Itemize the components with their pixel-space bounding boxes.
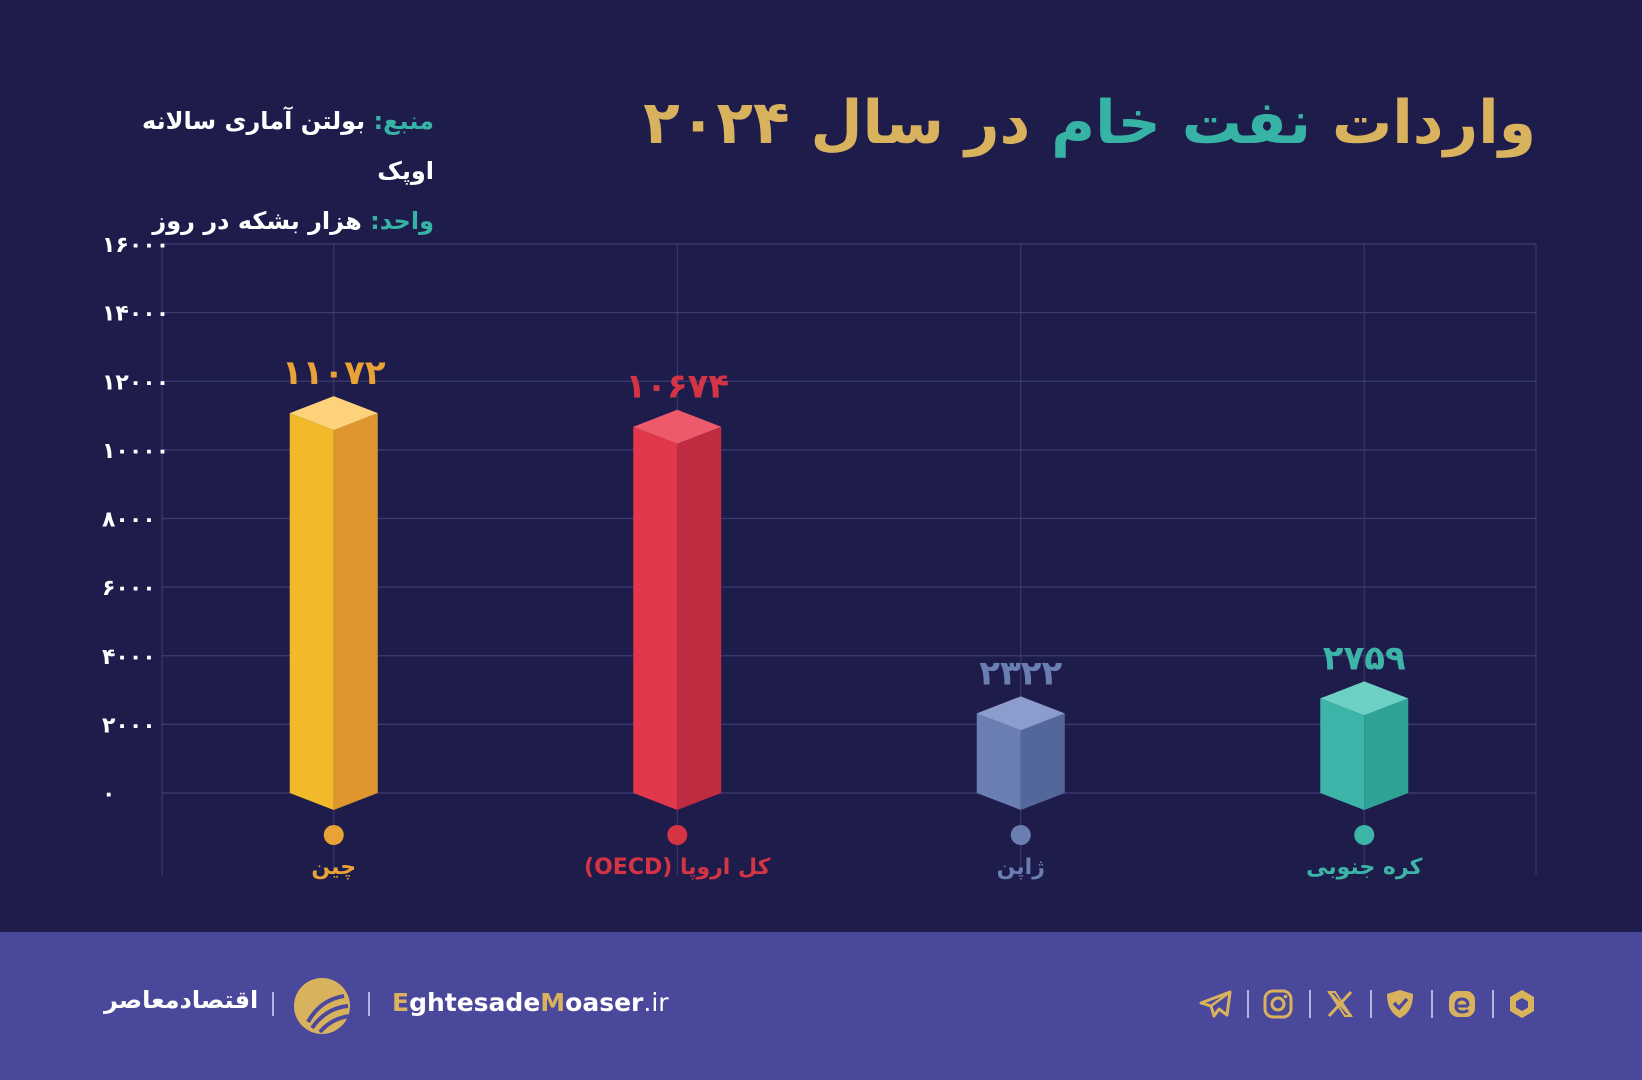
legend-dot <box>667 825 688 845</box>
bar-top <box>1320 681 1409 716</box>
unit-value: هزار بشکه در روز <box>152 207 362 235</box>
bar-top <box>633 409 722 444</box>
website-link[interactable]: EghtesadeMoaser.ir <box>392 988 669 1017</box>
data-label: ۲۳۲۲ <box>979 653 1062 693</box>
bar-face-right <box>333 413 378 810</box>
y-tick-label: ۶۰۰۰ <box>102 576 156 601</box>
source-line: منبع: بولتن آماری سالانه اوپک <box>104 96 434 196</box>
bar-face-right <box>677 426 722 810</box>
social-separator <box>1370 990 1372 1018</box>
legend-dot <box>1354 825 1375 845</box>
x-tick-label: ژاپن <box>997 855 1045 880</box>
title-part2: نفت خام <box>1051 88 1312 158</box>
social-separator <box>1492 990 1494 1018</box>
telegram-icon[interactable] <box>1196 984 1236 1024</box>
bar-top <box>289 396 378 431</box>
y-tick-label: ۰ <box>102 782 115 807</box>
x-icon[interactable] <box>1320 984 1360 1024</box>
unit-key: واحد: <box>370 207 434 235</box>
brand-name: اقتصادمعاصر <box>104 986 259 1014</box>
bar-face-right <box>1020 713 1065 810</box>
unit-line: واحد: هزار بشکه در روز <box>104 196 434 246</box>
data-label: ۱۱۰۷۲ <box>282 353 386 393</box>
y-tick-label: ۱۶۰۰۰ <box>102 233 169 258</box>
bar-face-left <box>1320 698 1365 810</box>
chart-meta: منبع: بولتن آماری سالانه اوپک واحد: هزار… <box>104 96 434 246</box>
footer-separator <box>368 992 370 1016</box>
y-tick-label: ۱۴۰۰۰ <box>102 302 169 327</box>
e-logo-icon[interactable] <box>1442 984 1482 1024</box>
source-key: منبع: <box>373 107 434 135</box>
y-tick-label: ۲۰۰۰ <box>102 713 156 738</box>
legend-dot <box>323 825 344 845</box>
social-separator <box>1309 990 1311 1018</box>
footer: اقتصادمعاصر EghtesadeMoaser.ir <box>0 932 1642 1080</box>
shield-check-icon[interactable] <box>1380 984 1420 1024</box>
chart-title: واردات نفت خام در سال ۲۰۲۴ <box>643 88 1536 158</box>
title-part1: واردات <box>1331 88 1536 158</box>
y-tick-label: ۱۰۰۰۰ <box>102 439 169 464</box>
bar-face-left <box>633 426 678 810</box>
bar-face-right <box>1364 698 1409 810</box>
brand-logo-icon <box>294 978 350 1034</box>
hexagon-icon[interactable] <box>1502 984 1542 1024</box>
social-separator <box>1431 990 1433 1018</box>
source-value: بولتن آماری سالانه اوپک <box>142 107 434 185</box>
x-tick-label: کل اروپا (OECD) <box>584 855 771 880</box>
y-tick-label: ۴۰۰۰ <box>102 645 156 670</box>
x-tick-label: کره جنوبی <box>1306 855 1422 880</box>
y-tick-label: ۸۰۰۰ <box>102 508 156 533</box>
bar-chart: ۰ ۲۰۰۰ ۴۰۰۰ ۶۰۰۰ ۸۰۰۰ ۱۰۰۰۰ ۱۲۰۰۰ ۱۴۰۰۰ ۱۶۰۰۰ ۱۱۰… <box>102 233 1537 880</box>
y-tick-label: ۱۲۰۰۰ <box>102 370 169 395</box>
social-separator <box>1247 990 1249 1018</box>
bar-face-left <box>976 713 1021 810</box>
x-tick-label: چین <box>311 855 356 880</box>
instagram-icon[interactable] <box>1258 984 1298 1024</box>
title-part3: در سال ۲۰۲۴ <box>643 88 1031 158</box>
data-label: ۱۰۶۷۴ <box>625 367 729 407</box>
bar-face-left <box>289 413 334 810</box>
data-label: ۲۷۵۹ <box>1323 638 1406 678</box>
legend-dot <box>1010 825 1031 845</box>
bar-top <box>976 696 1065 731</box>
footer-separator <box>272 992 274 1016</box>
